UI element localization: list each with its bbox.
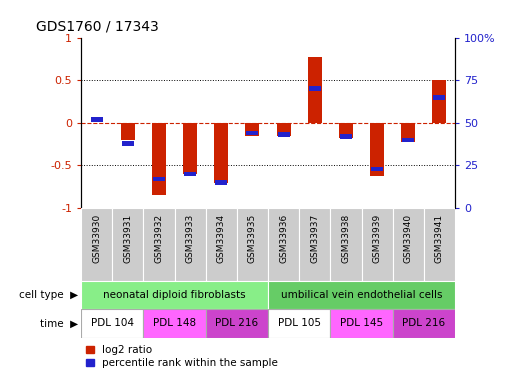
Text: PDL 148: PDL 148 (153, 318, 196, 328)
Bar (402, 138, 414, 142)
Bar (401, 123, 415, 142)
Text: neonatal diploid fibroblasts: neonatal diploid fibroblasts (103, 290, 246, 300)
Text: GSM33933: GSM33933 (186, 214, 195, 263)
Bar (340, 134, 352, 139)
Bar (309, 86, 321, 91)
Bar (331, 309, 393, 338)
Bar (81, 281, 268, 309)
Bar (153, 177, 165, 182)
Text: time  ▶: time ▶ (40, 318, 78, 328)
Bar (237, 208, 268, 281)
Text: GSM33940: GSM33940 (404, 214, 413, 263)
Bar (331, 208, 361, 281)
Bar (434, 95, 446, 100)
Text: umbilical vein endothelial cells: umbilical vein endothelial cells (281, 290, 442, 300)
Bar (183, 123, 197, 174)
Bar (278, 132, 290, 137)
Legend: log2 ratio, percentile rank within the sample: log2 ratio, percentile rank within the s… (86, 345, 278, 368)
Text: PDL 216: PDL 216 (215, 318, 258, 328)
Bar (206, 309, 268, 338)
Text: GSM33941: GSM33941 (435, 214, 444, 263)
Bar (308, 57, 322, 123)
Bar (143, 208, 175, 281)
Bar (175, 208, 206, 281)
Text: PDL 216: PDL 216 (402, 318, 446, 328)
Bar (206, 208, 237, 281)
Bar (424, 208, 455, 281)
Text: PDL 104: PDL 104 (90, 318, 134, 328)
Bar (152, 123, 166, 195)
Bar (246, 131, 258, 135)
Bar (122, 141, 134, 146)
Bar (184, 172, 196, 176)
Bar (339, 123, 353, 138)
Text: cell type  ▶: cell type ▶ (19, 290, 78, 300)
Bar (112, 208, 143, 281)
Text: GSM33935: GSM33935 (248, 214, 257, 263)
Text: GSM33939: GSM33939 (372, 214, 382, 263)
Text: GSM33931: GSM33931 (123, 214, 132, 263)
Bar (277, 123, 291, 136)
Text: GSM33932: GSM33932 (154, 214, 164, 263)
Bar (433, 80, 447, 123)
Bar (370, 123, 384, 176)
Bar (215, 180, 228, 185)
Text: GSM33930: GSM33930 (92, 214, 101, 263)
Bar (299, 208, 331, 281)
Bar (371, 166, 383, 171)
Bar (268, 281, 455, 309)
Text: PDL 105: PDL 105 (278, 318, 321, 328)
Bar (361, 208, 393, 281)
Bar (268, 208, 299, 281)
Bar (393, 208, 424, 281)
Bar (143, 309, 206, 338)
Bar (81, 309, 143, 338)
Bar (393, 309, 455, 338)
Text: GSM33936: GSM33936 (279, 214, 288, 263)
Bar (90, 117, 103, 122)
Text: GDS1760 / 17343: GDS1760 / 17343 (36, 20, 159, 33)
Bar (121, 123, 135, 140)
Bar (214, 123, 229, 183)
Text: GSM33934: GSM33934 (217, 214, 226, 263)
Text: GSM33937: GSM33937 (310, 214, 319, 263)
Bar (245, 123, 259, 136)
Bar (268, 309, 331, 338)
Bar (81, 208, 112, 281)
Text: PDL 145: PDL 145 (340, 318, 383, 328)
Text: GSM33938: GSM33938 (342, 214, 350, 263)
